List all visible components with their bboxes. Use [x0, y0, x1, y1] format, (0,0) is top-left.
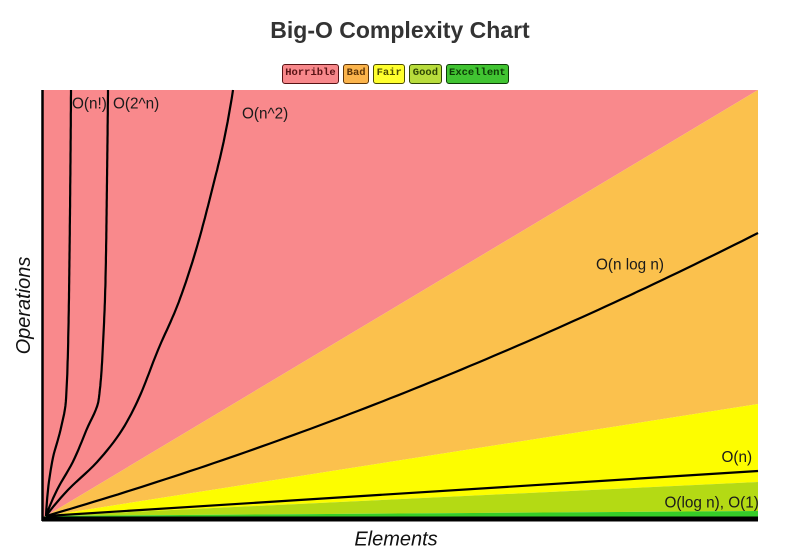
svg-text:O(2^n): O(2^n)	[113, 96, 159, 113]
svg-text:O(n^2): O(n^2)	[242, 106, 288, 123]
svg-text:O(n!): O(n!)	[72, 96, 107, 113]
svg-text:O(n log n): O(n log n)	[596, 257, 664, 274]
svg-text:Operations: Operations	[13, 257, 35, 355]
svg-text:Elements: Elements	[354, 529, 437, 551]
svg-text:O(log n), O(1): O(log n), O(1)	[665, 495, 759, 512]
svg-text:O(n): O(n)	[722, 449, 753, 466]
